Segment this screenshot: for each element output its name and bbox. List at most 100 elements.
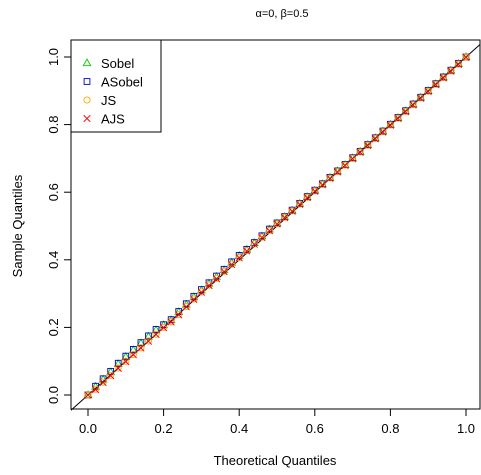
x-tick-label: 0.2 [155, 421, 173, 436]
legend-label-asobel: ASobel [101, 75, 143, 90]
ajs-point [114, 364, 122, 372]
ajs-point [432, 81, 440, 89]
js-point [107, 371, 115, 379]
series-ajs [84, 53, 470, 399]
ajs-point [91, 385, 100, 394]
ajs-point [122, 357, 130, 366]
ajs-point [447, 67, 455, 75]
legend-label-js: JS [101, 93, 117, 108]
sobel-point [113, 359, 123, 368]
x-stroke [114, 364, 122, 372]
legend-label-ajs: AJS [101, 112, 125, 127]
x-tick-label: 0.4 [230, 421, 248, 436]
x-stroke [197, 288, 206, 296]
js-point [182, 302, 190, 310]
ajs-point [371, 135, 379, 143]
js-point [197, 288, 205, 296]
js-point [137, 344, 145, 352]
sobel-point [106, 367, 116, 376]
x-stroke [424, 87, 432, 96]
js-point [439, 74, 447, 82]
js-point [311, 187, 319, 195]
js-point [333, 168, 342, 176]
x-stroke [333, 168, 342, 176]
ajs-point [205, 281, 213, 290]
sobel-point [144, 331, 153, 340]
x-tick-label: 0.0 [79, 421, 97, 436]
js-point [190, 295, 198, 303]
x-stroke [243, 247, 251, 255]
x-stroke [439, 74, 447, 82]
js-point [220, 267, 228, 275]
y-axis: 0.0 0.2 0.4 0.6 0.8 1.0 [46, 48, 71, 404]
x-stroke [122, 357, 130, 366]
ajs-point [129, 351, 138, 359]
ajs-point [424, 87, 432, 96]
x-stroke [341, 161, 349, 170]
ajs-point [348, 155, 357, 163]
js-point [432, 80, 440, 88]
x-stroke [401, 108, 410, 116]
js-point [349, 154, 357, 162]
x-stroke [159, 324, 168, 332]
js-point [394, 114, 402, 122]
x-stroke [454, 60, 463, 69]
x-tick-label: 0.8 [381, 421, 399, 436]
ajs-point [258, 233, 266, 242]
x-stroke [220, 267, 228, 276]
x-stroke [371, 135, 379, 143]
ajs-point [212, 275, 221, 283]
legend-label-sobel: Sobel [101, 56, 134, 71]
asobel-point [130, 346, 137, 353]
asobel-point [107, 367, 115, 375]
x-stroke [205, 281, 213, 290]
js-point [447, 67, 455, 75]
y-tick-label: 1.0 [46, 48, 61, 66]
x-stroke [212, 275, 221, 283]
x-stroke [311, 187, 319, 195]
sobel-point [121, 351, 131, 360]
ajs-point [107, 372, 115, 380]
ajs-point [386, 121, 395, 129]
js-point [84, 391, 92, 399]
series-js [84, 53, 470, 399]
ajs-point [273, 220, 281, 228]
js-point [114, 364, 122, 372]
js-point [175, 311, 183, 319]
ajs-point [84, 391, 92, 399]
x-stroke [296, 200, 304, 209]
legend-marker-sobel [82, 58, 92, 67]
js-point [160, 323, 168, 331]
js-point [417, 94, 425, 102]
x-stroke [91, 385, 100, 394]
x-stroke [356, 148, 364, 156]
y-tick-label: 0.2 [46, 318, 61, 336]
js-point [296, 200, 304, 208]
sobel-point [136, 338, 146, 347]
ajs-point [159, 324, 168, 332]
ajs-point [326, 174, 334, 182]
y-tick-label: 0.6 [46, 183, 61, 201]
x-stroke [83, 114, 91, 123]
x-stroke [348, 155, 357, 163]
x-stroke [175, 311, 183, 319]
ajs-point [462, 53, 470, 61]
js-point [235, 253, 243, 261]
plot-frame [70, 39, 481, 410]
js-point [243, 247, 251, 255]
asobel-point [114, 359, 122, 367]
ajs-point [250, 240, 258, 248]
js-point [273, 220, 281, 228]
x-stroke [235, 254, 243, 262]
x-stroke [280, 213, 289, 222]
ajs-point [416, 94, 425, 102]
x-stroke [152, 330, 160, 339]
ajs-point [235, 254, 243, 262]
x-stroke [303, 193, 311, 202]
ajs-point [333, 168, 342, 176]
asobel-point [122, 352, 130, 360]
sobel-point [151, 325, 161, 334]
ajs-point [167, 318, 175, 326]
x-stroke [394, 114, 402, 123]
ajs-point [379, 128, 387, 136]
